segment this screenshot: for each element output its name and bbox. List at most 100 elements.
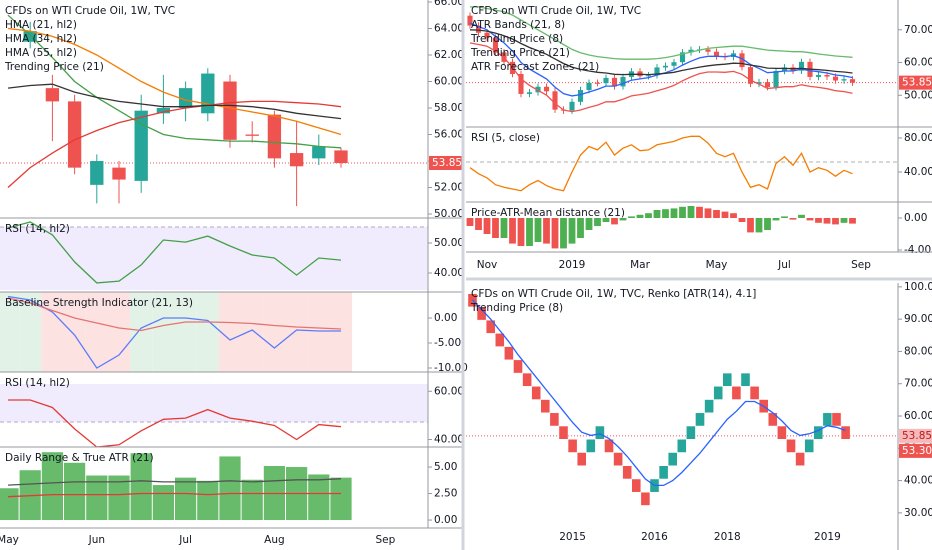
price-label-box xyxy=(899,443,932,458)
candle-body xyxy=(798,61,805,71)
bar xyxy=(475,218,482,230)
y-tick-label: 30.00 xyxy=(904,507,932,519)
candle-body xyxy=(156,108,171,114)
bar xyxy=(543,218,550,244)
renko-brick xyxy=(822,412,833,427)
y-tick-label: 70.00 xyxy=(904,24,932,36)
chart-title: RSI (14, hl2) xyxy=(5,223,70,235)
zone xyxy=(19,292,42,372)
zone xyxy=(218,292,242,372)
renko-brick xyxy=(567,439,578,453)
y-tick-label: 90.00 xyxy=(904,313,932,325)
bar xyxy=(41,452,63,521)
candle-body xyxy=(688,49,694,53)
bar xyxy=(500,218,508,238)
renko-brick xyxy=(677,439,687,453)
renko-brick xyxy=(540,399,551,414)
bar xyxy=(662,209,669,218)
bar xyxy=(832,218,839,225)
renko-brick xyxy=(586,439,596,453)
candle-body xyxy=(662,65,669,68)
panel xyxy=(469,135,853,192)
candle-body xyxy=(526,92,533,94)
legend-entry: HMA (34, hl2) xyxy=(5,33,77,45)
zone xyxy=(196,292,219,372)
bar xyxy=(585,218,593,230)
chart-title: CFDs on WTI Crude Oil, 1W, TVC, Renko [A… xyxy=(471,288,756,300)
y-tick-label: 64.00 xyxy=(434,22,464,34)
bar xyxy=(0,488,19,521)
bar xyxy=(308,474,330,521)
panel xyxy=(0,14,428,207)
x-tick-label: Sep xyxy=(376,534,396,546)
bar xyxy=(108,475,130,521)
renko-brick xyxy=(576,452,587,466)
candle-body xyxy=(552,91,558,110)
bar xyxy=(645,213,652,218)
candle-body xyxy=(645,75,652,77)
series-line xyxy=(7,478,342,486)
y-tick-label: 62.00 xyxy=(434,49,464,61)
candle-body xyxy=(178,88,193,109)
renko-brick xyxy=(749,386,760,400)
y-tick-label: 58.00 xyxy=(434,102,464,114)
bar xyxy=(687,206,695,218)
bar xyxy=(197,480,219,521)
candle-body xyxy=(289,153,304,167)
series-line xyxy=(7,14,342,149)
bar xyxy=(175,477,197,521)
bar xyxy=(849,218,856,224)
renko-brick xyxy=(713,386,724,400)
legend-entry: Trending Price (8) xyxy=(470,33,563,45)
candle-body xyxy=(312,146,326,159)
y-tick-label: 40.00 xyxy=(904,475,932,487)
price-label: 53.30 xyxy=(902,445,932,457)
x-tick-label: May xyxy=(0,534,19,546)
y-tick-label: 60.00 xyxy=(434,385,464,397)
renko-brick xyxy=(667,452,678,466)
y-tick-label: 100.00 xyxy=(904,281,932,293)
bar xyxy=(64,462,86,521)
bar xyxy=(483,218,491,234)
bar xyxy=(730,213,737,218)
bar xyxy=(577,218,584,238)
candle-body xyxy=(747,67,754,84)
y-tick-label: 50.00 xyxy=(904,89,932,101)
candle-body xyxy=(245,134,259,136)
candle-body xyxy=(223,81,237,140)
bar xyxy=(619,218,627,221)
y-tick-label: 40.00 xyxy=(904,166,932,178)
candle-body xyxy=(535,86,541,93)
bar xyxy=(713,210,720,218)
bar xyxy=(509,218,516,244)
y-tick-label: 50.00 xyxy=(434,208,464,220)
y-tick-label: -10.00 xyxy=(434,362,468,374)
x-tick-label: 2019 xyxy=(814,531,841,543)
price-label: 53.85 xyxy=(902,77,932,89)
price-label: 53.85 xyxy=(902,430,932,442)
renko-brick xyxy=(595,425,605,440)
bar xyxy=(130,453,152,521)
bar xyxy=(679,206,686,218)
y-tick-label: 0.00 xyxy=(904,212,927,224)
zone xyxy=(107,292,131,372)
series-line xyxy=(8,399,342,447)
candle-body xyxy=(611,77,618,87)
bar xyxy=(764,218,771,230)
rsi-band xyxy=(0,384,428,422)
candle-body xyxy=(467,15,473,26)
y-tick-label: 80.00 xyxy=(904,345,932,357)
candle-body xyxy=(569,101,575,111)
price-label-box xyxy=(899,75,932,90)
series-line xyxy=(7,295,341,369)
zone xyxy=(263,292,286,372)
bar xyxy=(466,218,474,226)
x-tick-label: Jul xyxy=(777,259,791,271)
bar xyxy=(241,479,263,521)
candle-body xyxy=(90,161,104,185)
y-tick-label: 50.00 xyxy=(434,237,464,249)
candle-body xyxy=(475,25,482,33)
chart-title: Daily Range & True ATR (21) xyxy=(5,452,154,464)
candle-body xyxy=(543,86,550,92)
